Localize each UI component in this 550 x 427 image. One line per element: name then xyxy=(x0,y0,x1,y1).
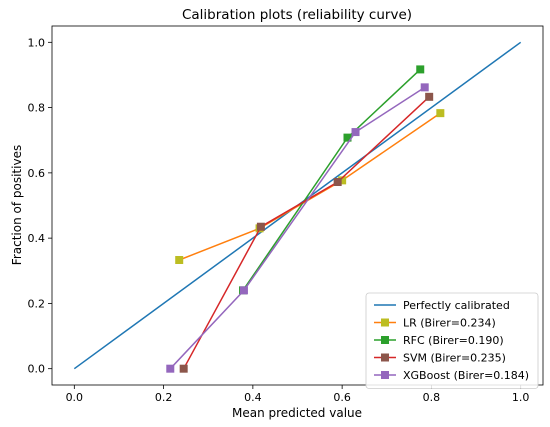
legend: Perfectly calibrated LR (Birer=0.234) RFC … xyxy=(365,292,539,389)
series-line xyxy=(169,86,426,370)
x-tick-label: 0.4 xyxy=(244,391,262,404)
series-marker xyxy=(425,92,434,101)
legend-item: LR (Birer=0.234) xyxy=(374,317,496,330)
series-3 xyxy=(179,92,434,373)
series-marker xyxy=(333,178,342,187)
series-marker xyxy=(436,109,445,118)
x-axis-label: Mean predicted value xyxy=(232,406,362,420)
y-axis-label: Fraction of positives xyxy=(10,145,24,265)
legend-box xyxy=(365,292,539,389)
y-tick-label: 1.0 xyxy=(28,36,46,49)
series-marker xyxy=(338,176,347,185)
series-layer xyxy=(73,41,522,373)
series-4 xyxy=(166,83,429,373)
y-tick-label: 0.4 xyxy=(28,232,46,245)
series-marker xyxy=(420,83,429,92)
legend-label: LR (Birer=0.234) xyxy=(403,317,496,330)
legend-item: RFC (Birer=0.190) xyxy=(374,334,504,347)
series-1 xyxy=(175,109,445,265)
legend-marker xyxy=(381,318,389,327)
y-tick-label: 0.6 xyxy=(28,167,46,180)
series-marker xyxy=(343,133,352,142)
series-marker xyxy=(166,364,175,373)
legend-marker xyxy=(381,353,389,362)
series-marker xyxy=(416,65,425,74)
chart-title: Calibration plots (reliability curve) xyxy=(182,7,412,23)
plot-area xyxy=(51,25,544,386)
legend-label: XGBoost (Birer=0.184) xyxy=(403,369,529,382)
legend-item: XGBoost (Birer=0.184) xyxy=(374,369,529,382)
legend-label: SVM (Birer=0.235) xyxy=(403,352,506,365)
series-line xyxy=(183,96,430,370)
y-tick-label: 0.0 xyxy=(28,363,46,376)
legend-marker xyxy=(381,336,389,344)
x-tick-label: 1.0 xyxy=(512,391,530,404)
x-tick-label: 0.2 xyxy=(155,391,173,404)
legend-label: Perfectly calibrated xyxy=(403,299,510,312)
series-marker xyxy=(179,364,188,373)
x-tick-label: 0.0 xyxy=(66,391,84,404)
axis-ticks: 0.0 0.2 0.4 0.6 0.8 1.0 0.0 0.2 0.4 0.6 0.8 1.0 xyxy=(28,36,530,404)
legend-item: Perfectly calibrated xyxy=(374,299,510,312)
y-tick-label: 0.8 xyxy=(28,102,46,115)
legend-label: RFC (Birer=0.190) xyxy=(403,334,504,347)
x-tick-label: 0.6 xyxy=(333,391,351,404)
x-tick-label: 0.8 xyxy=(423,391,441,404)
y-tick-label: 0.2 xyxy=(28,297,46,310)
series-marker xyxy=(351,128,360,137)
series-marker xyxy=(175,256,184,265)
legend-item: SVM (Birer=0.235) xyxy=(374,352,506,365)
series-line xyxy=(178,112,441,261)
plot-border xyxy=(51,25,544,386)
series-marker xyxy=(239,286,248,295)
legend-marker xyxy=(381,371,389,379)
series-marker xyxy=(256,222,265,231)
